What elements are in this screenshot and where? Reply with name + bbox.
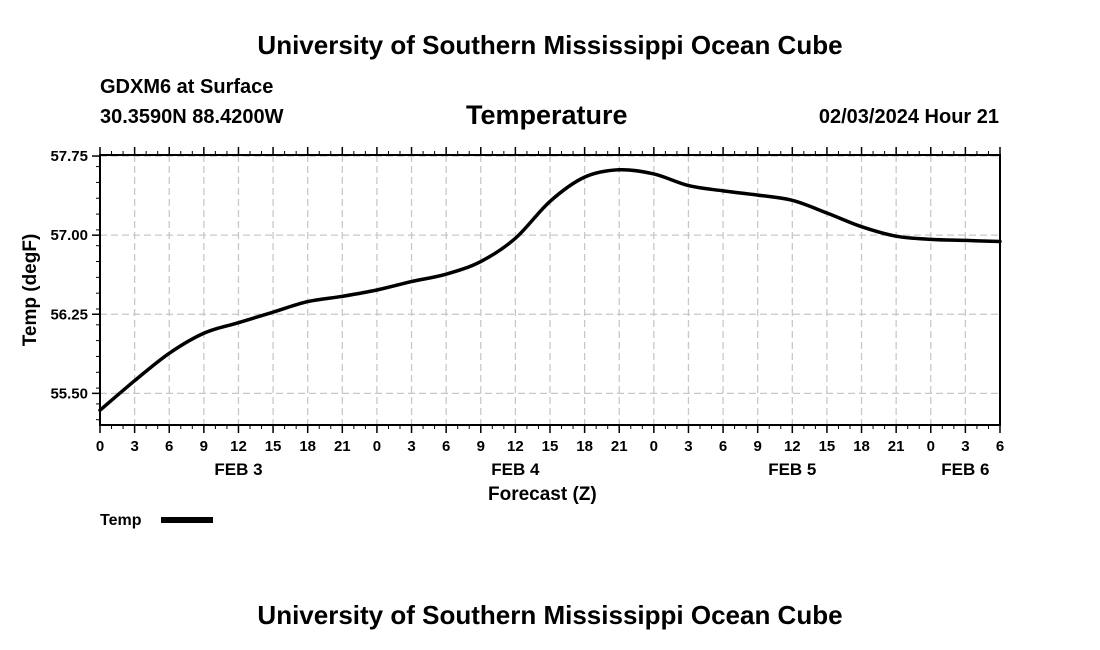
x-tick-label: 6 [719,438,727,455]
x-tick-label: 3 [407,438,415,455]
station-name: GDXM6 at Surface [100,76,274,98]
x-tick-label: 15 [819,438,836,455]
x-tick-label: 18 [576,438,593,455]
x-day-label: FEB 6 [941,460,989,479]
chart-title: Temperature [466,100,628,130]
x-tick-label: 3 [684,438,692,455]
x-tick-label: 12 [507,438,524,455]
x-tick-label: 6 [996,438,1004,455]
y-axis-label: Temp (degF) [20,234,41,347]
x-tick-label: 0 [373,438,381,455]
x-day-label: FEB 5 [768,460,816,479]
x-tick-label: 6 [442,438,450,455]
y-tick-label: 56.25 [50,306,88,323]
tick-layer [92,147,1001,433]
x-tick-label: 6 [165,438,173,455]
x-tick-label: 0 [96,438,104,455]
x-tick-label: 21 [334,438,351,455]
x-tick-label: 0 [927,438,935,455]
x-tick-label: 12 [784,438,801,455]
x-tick-label: 3 [130,438,138,455]
y-tick-label: 55.50 [50,385,88,402]
x-tick-label: 15 [265,438,282,455]
x-tick-label: 0 [650,438,658,455]
x-tick-label: 9 [754,438,762,455]
label-layer: 0 3 6 9 12 15 18 21 0 3 6 9 12 15 18 21 0 3 6 9 12 15 18 21 0 3 6 5… [50,148,1004,479]
bottom-title: University of Southern Mississippi Ocean… [257,600,843,630]
station-coordinates: 30.3590N 88.4200W [100,106,284,128]
y-tick-label: 57.75 [50,148,88,165]
x-tick-label: 21 [611,438,628,455]
x-day-label: FEB 4 [491,460,540,479]
x-tick-label: 15 [542,438,559,455]
series-layer [98,167,1002,412]
x-axis-label: Forecast (Z) [488,484,597,505]
x-day-label: FEB 3 [214,460,262,479]
y-tick-label: 57.00 [50,227,88,244]
x-tick-label: 9 [200,438,208,455]
page-title: University of Southern Mississippi Ocean… [257,30,843,60]
x-tick-label: 9 [477,438,485,455]
x-tick-label: 12 [230,438,247,455]
x-tick-label: 18 [299,438,316,455]
legend-label: Temp [100,512,142,529]
x-tick-label: 3 [961,438,969,455]
x-tick-label: 18 [853,438,870,455]
grid-layer [100,155,1000,425]
x-tick-label: 21 [888,438,905,455]
plot-frame [99,154,1001,426]
forecast-datetime: 02/03/2024 Hour 21 [818,106,999,128]
